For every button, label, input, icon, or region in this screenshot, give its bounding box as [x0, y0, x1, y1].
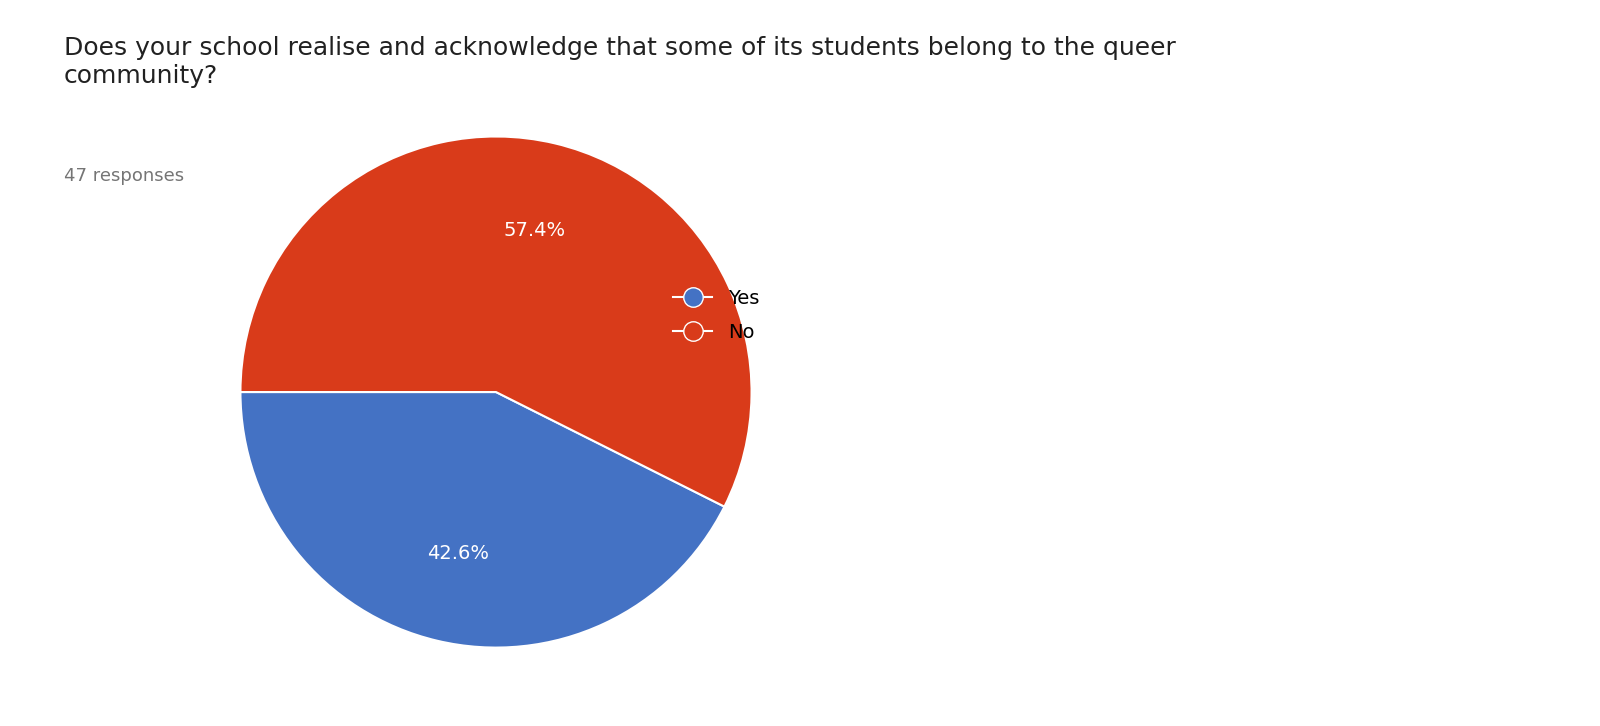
Legend: Yes, No: Yes, No — [666, 281, 766, 350]
Text: 57.4%: 57.4% — [504, 221, 565, 240]
Text: Does your school realise and acknowledge that some of its students belong to the: Does your school realise and acknowledge… — [64, 36, 1176, 88]
Text: 42.6%: 42.6% — [427, 544, 488, 563]
Text: 47 responses: 47 responses — [64, 167, 184, 185]
Wedge shape — [240, 392, 725, 648]
Wedge shape — [240, 136, 752, 507]
